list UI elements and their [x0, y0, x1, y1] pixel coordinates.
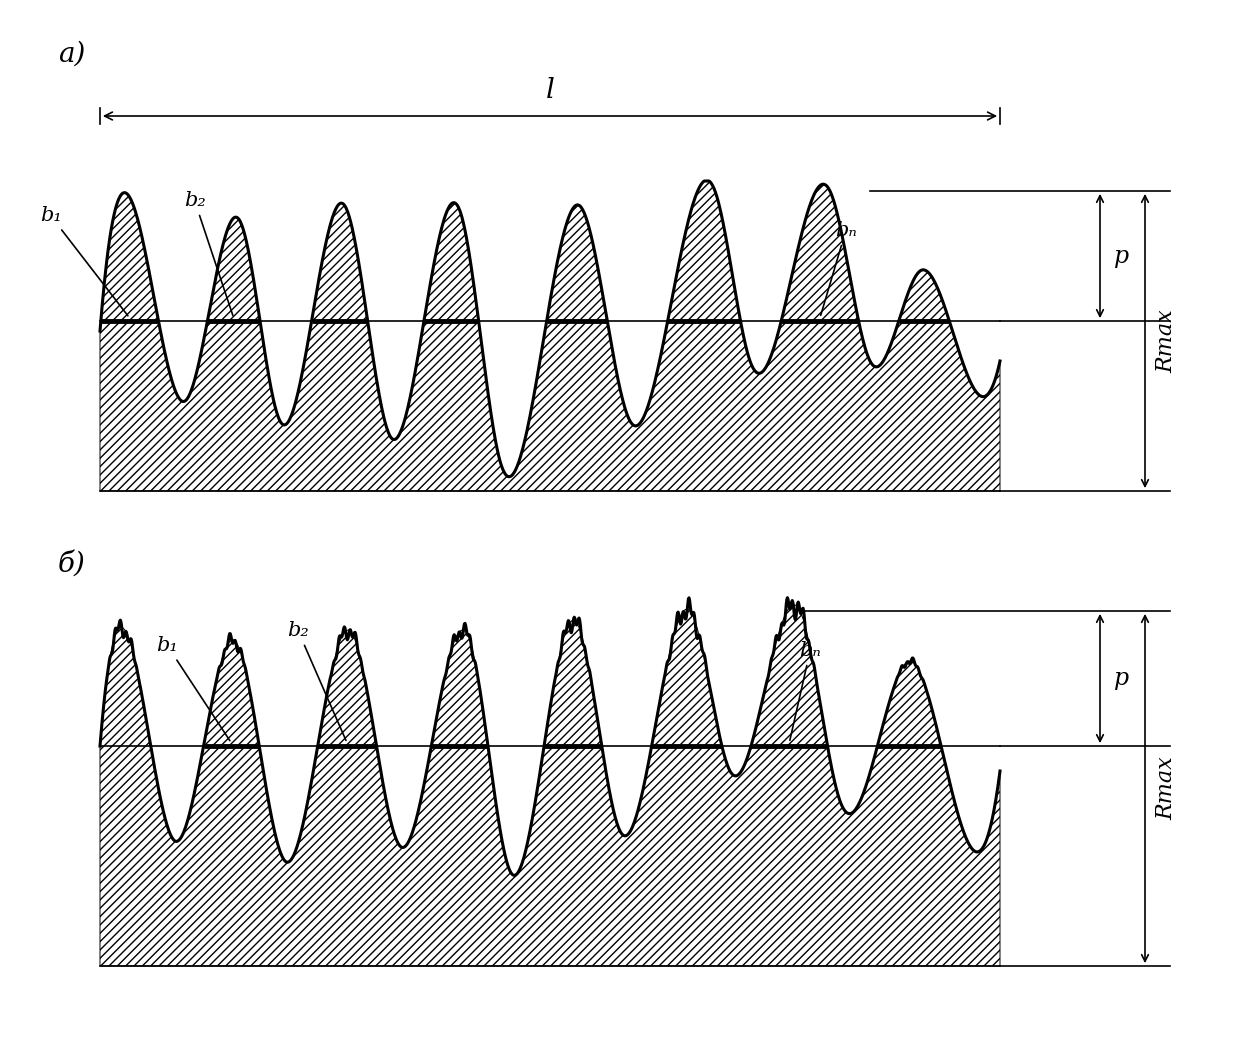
Text: a): a) [59, 41, 85, 68]
Text: b₂: b₂ [287, 621, 345, 741]
Polygon shape [100, 181, 1000, 491]
Text: b₁: b₁ [156, 636, 229, 741]
Text: bₙ: bₙ [821, 221, 857, 315]
Text: bₙ: bₙ [789, 641, 821, 741]
Text: p: p [1114, 244, 1129, 267]
Text: b₁: b₁ [40, 206, 128, 316]
Text: б): б) [59, 551, 86, 578]
Text: b₂: b₂ [183, 191, 233, 315]
Text: p: p [1114, 667, 1129, 690]
Text: l: l [546, 77, 555, 104]
Text: Rmax: Rmax [1155, 309, 1177, 372]
Polygon shape [100, 605, 1000, 966]
Text: Rmax: Rmax [1155, 756, 1177, 820]
